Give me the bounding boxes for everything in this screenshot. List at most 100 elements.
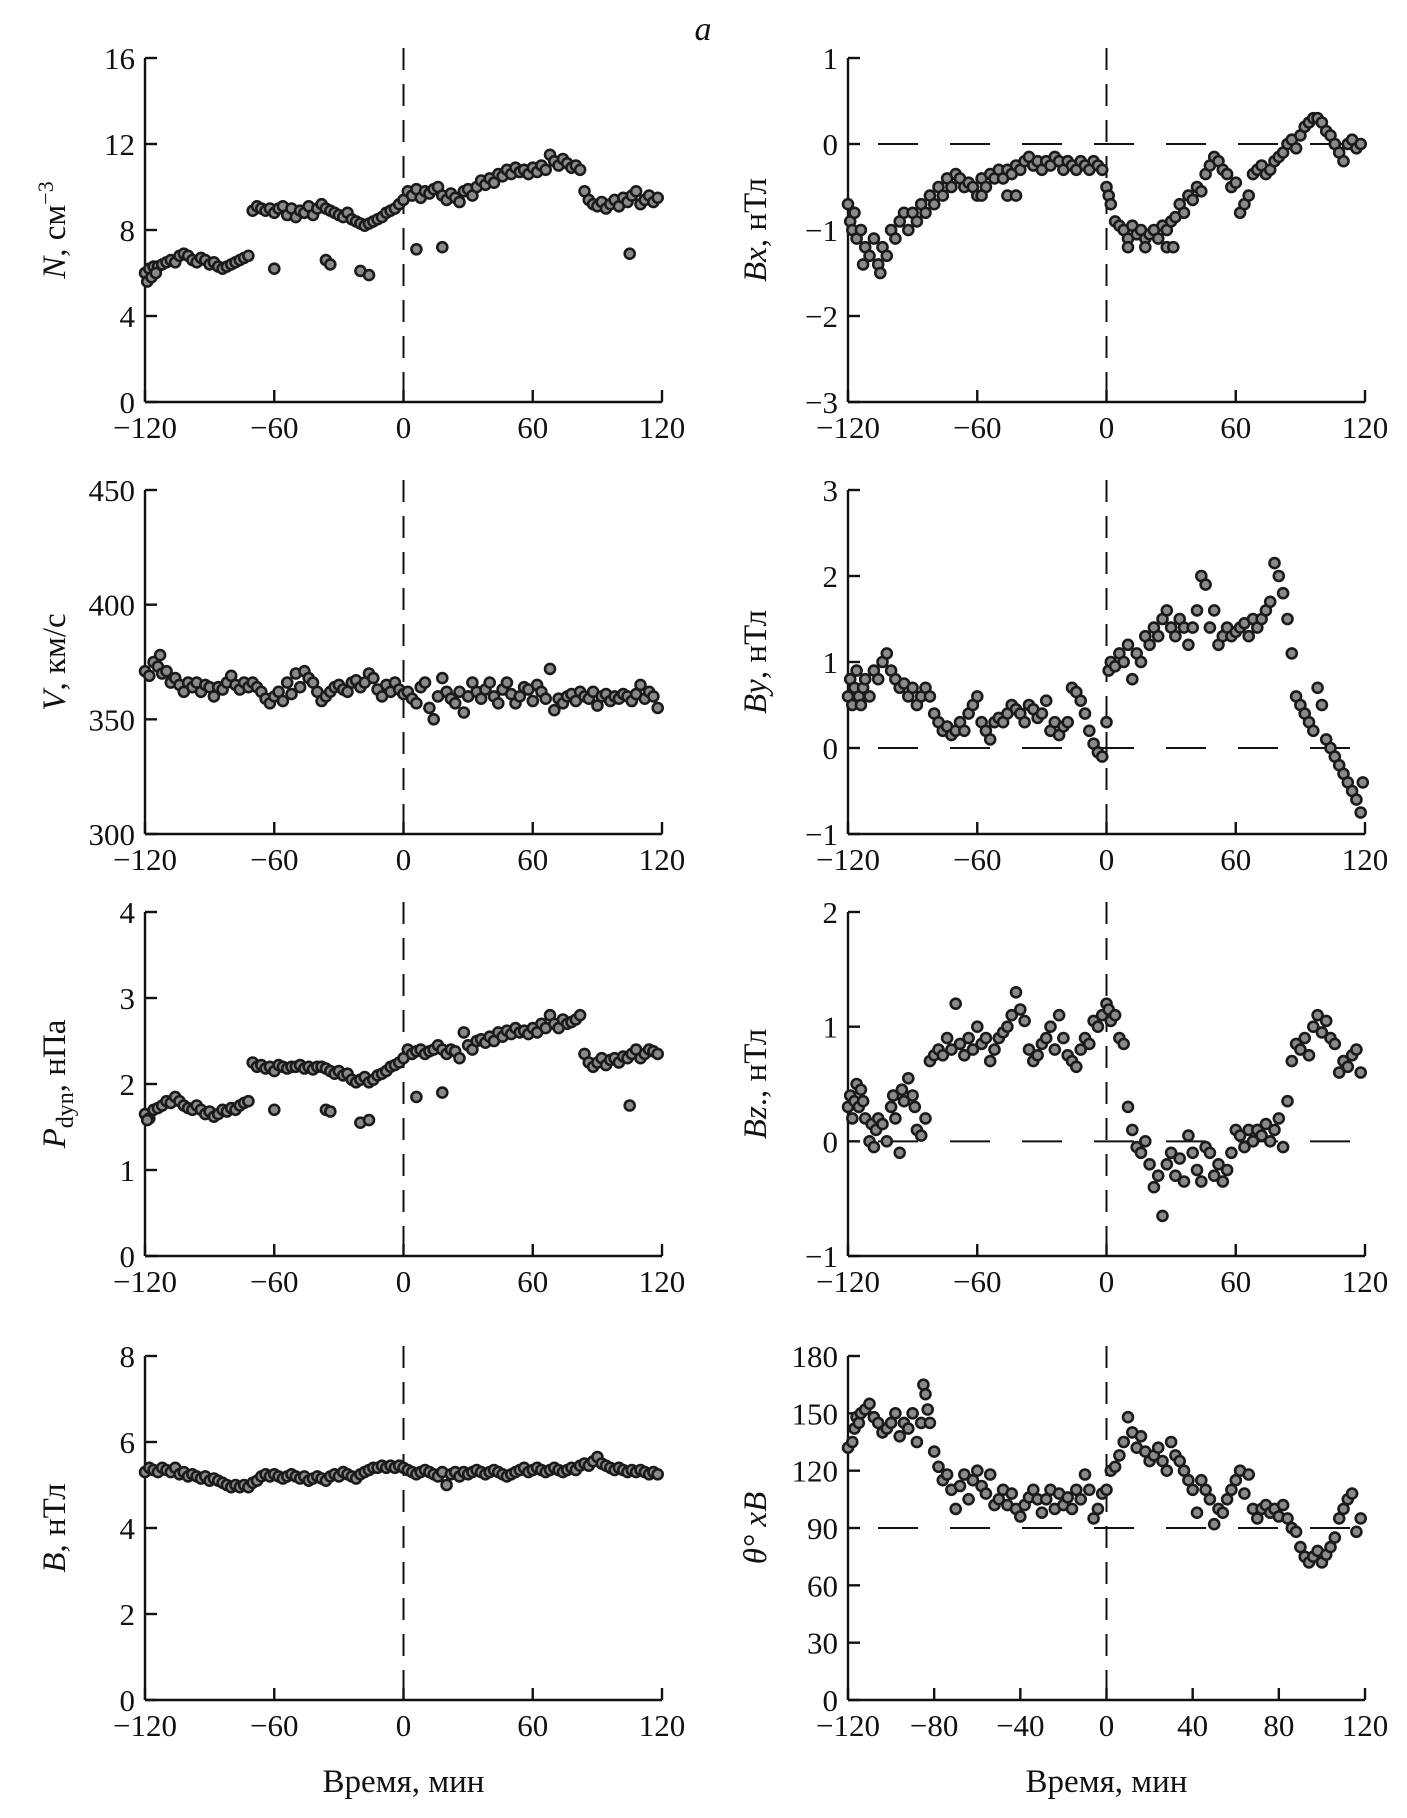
data-point bbox=[1238, 1487, 1251, 1500]
data-point bbox=[1160, 1158, 1174, 1171]
data-point bbox=[1134, 1146, 1148, 1160]
data-point bbox=[418, 676, 432, 689]
data-point bbox=[901, 1072, 915, 1085]
y-axis-label-unit: ., нТл bbox=[738, 1029, 774, 1106]
data-point bbox=[1035, 707, 1049, 720]
data-point bbox=[1242, 189, 1255, 202]
y-axis-label-unit: , нТл bbox=[738, 178, 774, 247]
y-tick-label: −3 bbox=[805, 385, 838, 420]
x-tick-label: 0 bbox=[1099, 410, 1115, 445]
data-point bbox=[945, 1043, 958, 1056]
data-point bbox=[927, 1445, 941, 1458]
data-point bbox=[1298, 1031, 1311, 1045]
data-point bbox=[1332, 1066, 1346, 1079]
data-point bbox=[1294, 1043, 1307, 1056]
data-point bbox=[1013, 1003, 1027, 1016]
data-point bbox=[1281, 612, 1294, 626]
data-point bbox=[1121, 638, 1135, 652]
data-point bbox=[940, 1031, 954, 1045]
data-point bbox=[1039, 1031, 1053, 1045]
data-point bbox=[1285, 1054, 1299, 1068]
data-point bbox=[953, 1479, 967, 1493]
data-point bbox=[910, 215, 924, 228]
data-point bbox=[1220, 1163, 1234, 1177]
x-tick-label: −60 bbox=[953, 1264, 1001, 1299]
data-point bbox=[901, 223, 915, 237]
data-point bbox=[841, 197, 855, 211]
y-tick-label: 90 bbox=[807, 1511, 838, 1546]
data-point bbox=[500, 676, 514, 689]
y-tick-label: 2 bbox=[823, 895, 839, 930]
data-point bbox=[1276, 586, 1290, 600]
data-point bbox=[1070, 1060, 1083, 1074]
x-tick-label: −40 bbox=[996, 1708, 1044, 1743]
y-tick-label: 8 bbox=[120, 213, 136, 248]
data-point bbox=[970, 1464, 984, 1477]
y-axis-label-sub: dyn bbox=[53, 1092, 79, 1128]
data-point bbox=[410, 696, 423, 710]
data-point bbox=[1121, 240, 1135, 254]
y-axis-label-unit: , км/с bbox=[37, 613, 73, 690]
data-point bbox=[1225, 1146, 1238, 1160]
y-tick-label: 8 bbox=[120, 1339, 136, 1374]
data-point bbox=[1203, 621, 1217, 634]
data-point bbox=[1285, 647, 1299, 660]
data-point bbox=[1169, 1169, 1182, 1182]
data-point bbox=[889, 1407, 902, 1420]
data-point bbox=[845, 1112, 859, 1125]
data-point bbox=[1203, 1146, 1217, 1160]
data-point bbox=[970, 1020, 984, 1033]
data-point bbox=[1190, 1163, 1204, 1177]
y-tick-label: 0 bbox=[823, 1683, 839, 1718]
data-point bbox=[919, 1387, 932, 1401]
data-point bbox=[539, 692, 553, 706]
data-point bbox=[623, 247, 637, 260]
x-tick-label: 120 bbox=[639, 1264, 686, 1299]
data-point bbox=[242, 1094, 255, 1108]
data-point bbox=[267, 1103, 281, 1117]
chart-theta: 0 30 60 90 120 150 180 −120 −80 −40 0 40 80 120 θ° xB В… bbox=[738, 1339, 1388, 1800]
chart-pdyn: 0 1 2 3 4 −120 −60 0 60 120 Pdyn, нПа bbox=[37, 895, 685, 1299]
data-point bbox=[1350, 1043, 1363, 1056]
x-tick-label: 60 bbox=[1220, 410, 1251, 445]
x-tick-label: −120 bbox=[816, 842, 880, 877]
x-tick-label: 120 bbox=[639, 1708, 686, 1743]
x-tick-label: 0 bbox=[396, 842, 412, 877]
data-point bbox=[1268, 1123, 1281, 1137]
data-point bbox=[427, 712, 441, 726]
data-point bbox=[1005, 1487, 1019, 1500]
data-point bbox=[410, 243, 423, 256]
data-point bbox=[983, 733, 997, 746]
data-point bbox=[914, 1129, 928, 1142]
data-point bbox=[1259, 1117, 1273, 1131]
data-point bbox=[423, 701, 436, 715]
data-point bbox=[906, 1407, 919, 1420]
y-tick-label: 350 bbox=[89, 702, 136, 737]
data-point bbox=[962, 1493, 975, 1506]
data-point bbox=[910, 1435, 924, 1449]
data-point bbox=[1350, 1525, 1363, 1539]
data-point bbox=[1039, 694, 1053, 708]
x-tick-label: −60 bbox=[250, 410, 298, 445]
data-point bbox=[1052, 1008, 1066, 1022]
data-point bbox=[949, 997, 963, 1011]
data-point bbox=[1160, 604, 1174, 617]
data-point bbox=[651, 191, 665, 205]
data-point bbox=[1061, 715, 1074, 729]
data-point bbox=[863, 690, 876, 703]
y-axis-label: N, см−3 bbox=[33, 181, 73, 279]
data-point bbox=[153, 648, 167, 662]
y-axis-label-unit: , см bbox=[37, 205, 73, 257]
data-point bbox=[1134, 1430, 1148, 1443]
data-point bbox=[1255, 1129, 1268, 1142]
data-point bbox=[884, 1100, 898, 1114]
data-point bbox=[945, 180, 958, 194]
data-point bbox=[1117, 1435, 1130, 1449]
y-tick-label: 60 bbox=[807, 1568, 838, 1603]
data-point bbox=[1167, 240, 1180, 254]
y-tick-label: 0 bbox=[823, 127, 839, 162]
data-point bbox=[1289, 142, 1303, 155]
data-point bbox=[1117, 1037, 1130, 1051]
data-point bbox=[1126, 1123, 1139, 1137]
data-point bbox=[267, 262, 281, 276]
